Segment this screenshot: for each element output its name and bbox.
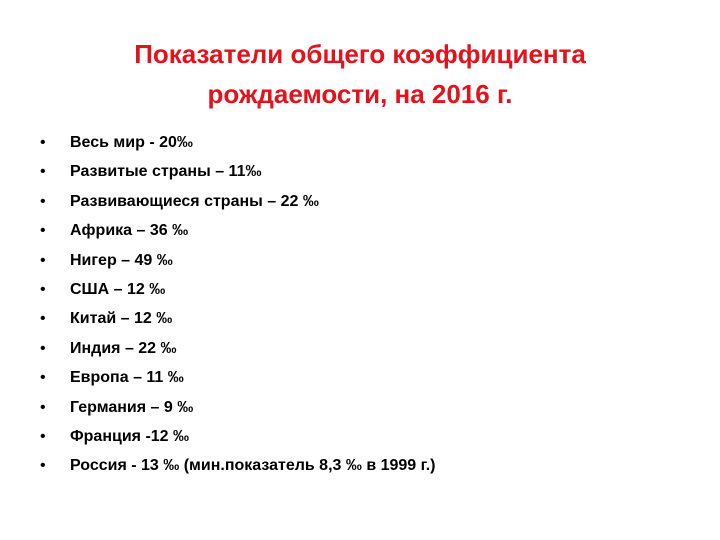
bullet-icon: •	[40, 163, 46, 181]
bullet-text: Китай – 12 ‰	[70, 310, 173, 328]
bullet-icon: •	[40, 280, 46, 298]
bullet-icon: •	[40, 310, 46, 328]
slide-title: Показатели общего коэффициента рождаемос…	[60, 34, 660, 114]
bullet-text: Индия – 22 ‰	[70, 339, 177, 357]
bullet-text: Развитые страны – 11‰	[70, 163, 262, 181]
bullet-text: США – 12 ‰	[70, 280, 166, 298]
slide-title-line-2: рождаемости, на 2016 г.	[207, 79, 513, 109]
bullet-text: Россия - 13 ‰ (мин.показатель 8,3 ‰ в 19…	[70, 457, 436, 475]
bullet-icon: •	[40, 192, 46, 210]
bullet-text: Развивающиеся страны – 22 ‰	[70, 192, 319, 210]
bullet-icon: •	[40, 339, 46, 357]
bullet-icon: •	[40, 398, 46, 416]
bullet-icon: •	[40, 134, 46, 151]
bullet-text: Франция -12 ‰	[70, 427, 190, 445]
bullet-icon: •	[40, 251, 46, 269]
bullet-text: Нигер – 49 ‰	[70, 251, 173, 269]
bullet-text: Европа – 11 ‰	[70, 369, 184, 387]
bullet-icon: •	[40, 222, 46, 240]
bullet-text: Весь мир - 20‰	[70, 134, 193, 151]
slide-title-line-1: Показатели общего коэффициента	[134, 39, 586, 69]
bullet-icon: •	[40, 427, 46, 445]
bullet-icon: •	[40, 369, 46, 387]
bullet-icon: •	[40, 457, 46, 475]
bullet-text: Германия – 9 ‰	[70, 398, 194, 416]
bullet-text: Африка – 36 ‰	[70, 222, 189, 240]
